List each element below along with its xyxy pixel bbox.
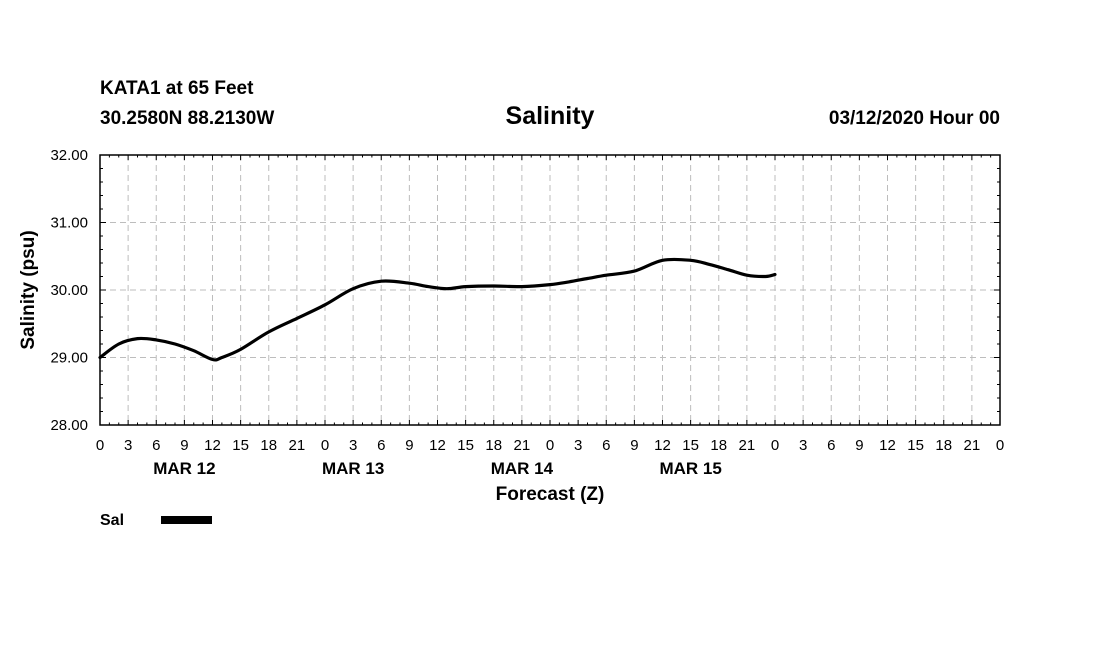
date-label: MAR 12: [153, 459, 215, 478]
x-tick-label: 9: [405, 437, 413, 454]
x-tick-label: 0: [96, 437, 104, 454]
x-tick-label: 21: [964, 437, 981, 454]
x-tick-label: 9: [630, 437, 638, 454]
x-tick-label: 12: [429, 437, 446, 454]
y-tick-labels: 28.00 29.00 30.00 31.00 32.00: [50, 147, 88, 434]
y-tick-label: 30.00: [50, 282, 88, 299]
x-tick-label: 6: [602, 437, 610, 454]
x-tick-label: 15: [682, 437, 699, 454]
coordinates-label: 30.2580N 88.2130W: [100, 108, 274, 129]
legend-label: Sal: [100, 512, 124, 529]
x-tick-label: 12: [204, 437, 221, 454]
x-tick-label: 18: [260, 437, 277, 454]
y-tick-label: 28.00: [50, 417, 88, 434]
chart-title: Salinity: [506, 102, 595, 130]
x-tick-label: 12: [879, 437, 896, 454]
x-tick-label: 18: [710, 437, 727, 454]
x-tick-label: 15: [907, 437, 924, 454]
x-tick-label: 21: [289, 437, 306, 454]
x-tick-label: 3: [124, 437, 132, 454]
y-axis-label: Salinity (psu): [18, 230, 39, 349]
x-tick-label: 9: [180, 437, 188, 454]
date-label: MAR 15: [659, 459, 721, 478]
x-tick-label: 21: [514, 437, 531, 454]
date-label: MAR 14: [491, 459, 554, 478]
x-tick-label: 15: [232, 437, 249, 454]
x-tick-label: 18: [935, 437, 952, 454]
x-tick-label: 0: [546, 437, 554, 454]
x-tick-label: 21: [739, 437, 756, 454]
x-axis-label: Forecast (Z): [496, 484, 605, 505]
y-tick-label: 29.00: [50, 350, 88, 367]
x-tick-label: 3: [574, 437, 582, 454]
station-label: KATA1 at 65 Feet: [100, 78, 254, 99]
date-label: MAR 13: [322, 459, 384, 478]
y-tick-label: 32.00: [50, 147, 88, 164]
x-tick-labels: 0 3 6 9 12 15 18 21 0 3 6 9 12 15 18 21 0 3 6 9 12 15 18 21 0 3 6 9…: [96, 437, 1004, 454]
x-tick-label: 12: [654, 437, 671, 454]
x-tick-label: 0: [771, 437, 779, 454]
grid: [100, 155, 1000, 425]
x-tick-label: 6: [152, 437, 160, 454]
x-tick-label: 18: [485, 437, 502, 454]
date-labels: MAR 12 MAR 13 MAR 14 MAR 15: [153, 459, 722, 478]
x-tick-label: 9: [855, 437, 863, 454]
forecast-date-label: 03/12/2020 Hour 00: [829, 108, 1000, 129]
x-tick-label: 3: [349, 437, 357, 454]
x-tick-label: 0: [321, 437, 329, 454]
x-tick-label: 3: [799, 437, 807, 454]
x-tick-label: 0: [996, 437, 1004, 454]
x-tick-label: 15: [457, 437, 474, 454]
salinity-series-line: [98, 257, 777, 362]
x-tick-label: 6: [827, 437, 835, 454]
plot-frame: [99, 154, 1001, 426]
legend-swatch: [161, 516, 212, 524]
y-tick-label: 31.00: [50, 215, 88, 232]
x-tick-label: 6: [377, 437, 385, 454]
